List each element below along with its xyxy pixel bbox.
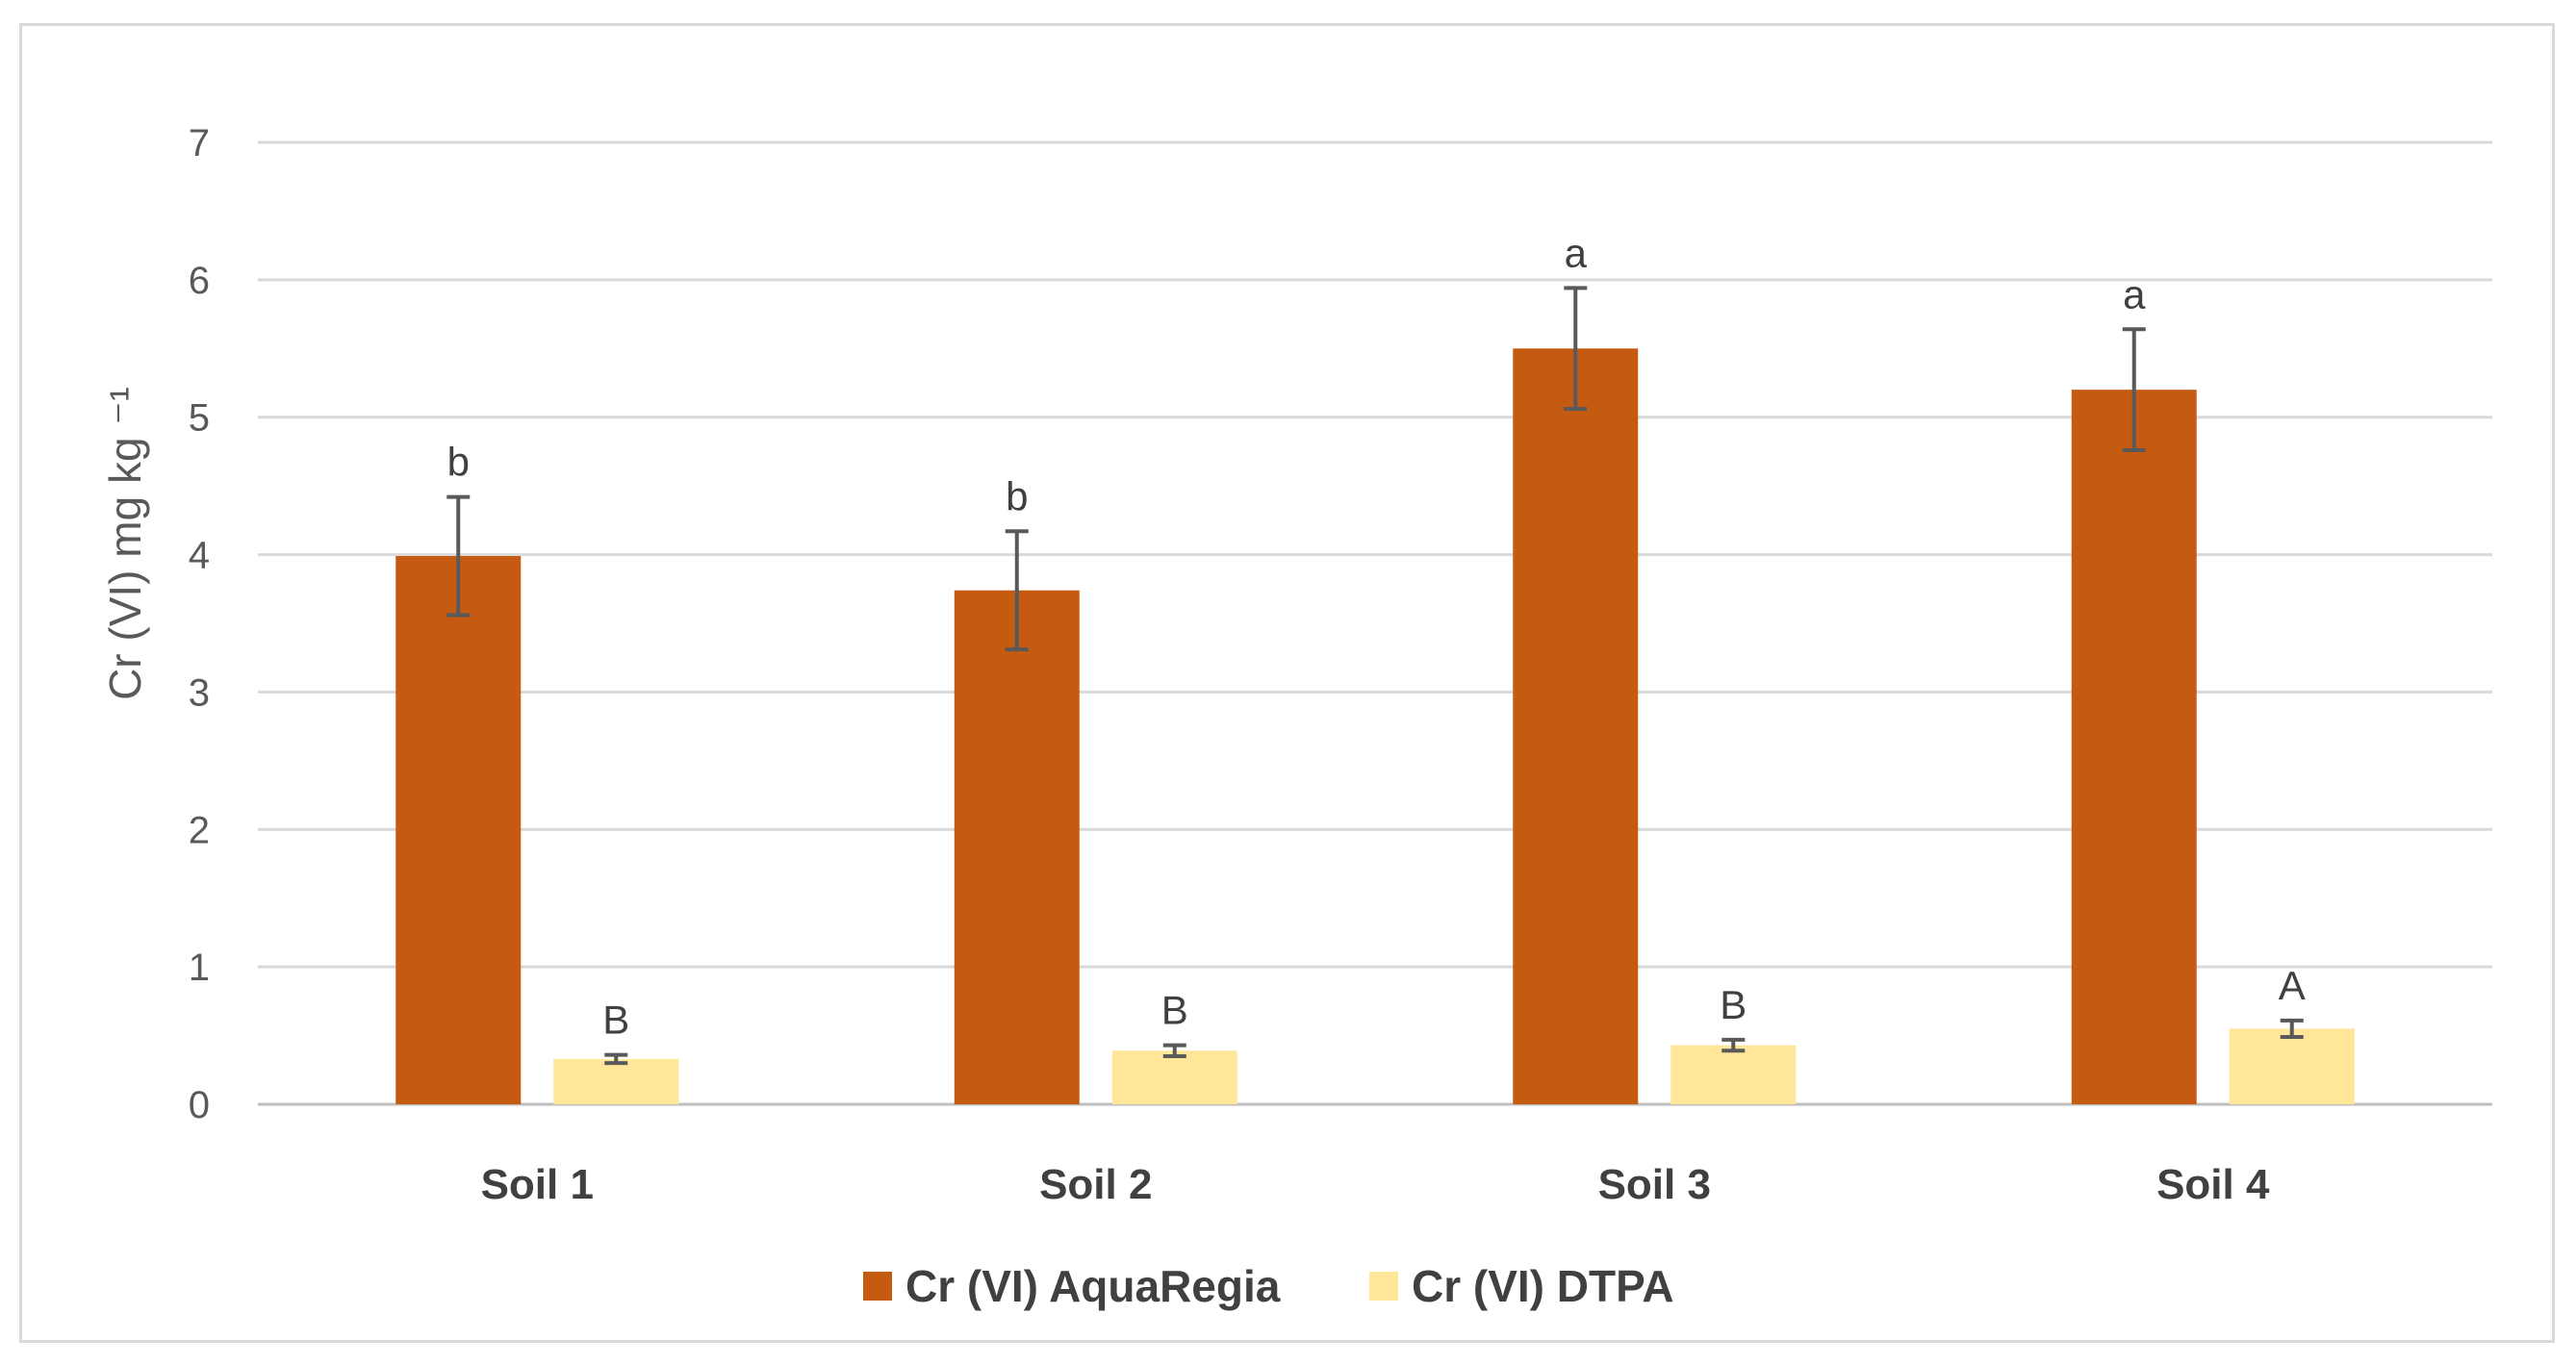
- x-category-label: Soil 4: [2156, 1161, 2270, 1208]
- legend-swatch: [863, 1272, 892, 1301]
- bar-aquaregia-2: [954, 590, 1080, 1104]
- y-tick-label: 4: [189, 535, 210, 577]
- significance-letter: b: [447, 440, 470, 485]
- significance-letter: a: [2123, 271, 2146, 316]
- bar-dtpa-3: [1671, 1045, 1797, 1104]
- labels: 0 1 2 3 4 5 6 7 b B Soil 1 b B Soil 2 a B Soil 3 a A Soil 4: [189, 122, 2306, 1208]
- y-tick-label: 5: [189, 397, 210, 440]
- significance-letter: B: [1161, 988, 1188, 1033]
- y-tick-label: 2: [189, 809, 210, 851]
- significance-letter: b: [1006, 473, 1028, 518]
- x-category-label: Soil 2: [1039, 1161, 1152, 1208]
- error-bars: [446, 286, 2304, 1066]
- y-tick-label: 1: [189, 947, 210, 989]
- significance-letter: B: [1720, 982, 1747, 1027]
- bar-aquaregia-3: [1513, 348, 1639, 1104]
- significance-letter: A: [2279, 963, 2306, 1008]
- bar-dtpa-2: [1111, 1050, 1237, 1104]
- legend-label: Cr (VI) AquaRegia: [905, 1261, 1281, 1311]
- bar-dtpa-1: [553, 1058, 679, 1104]
- bars: [395, 348, 2355, 1105]
- significance-letter: B: [602, 998, 629, 1043]
- bar-aquaregia-1: [395, 556, 522, 1104]
- legend: Cr (VI) AquaRegia Cr (VI) DTPA: [863, 1261, 1674, 1311]
- significance-letter: a: [1565, 230, 1588, 275]
- bar-aquaregia-4: [2071, 390, 2197, 1105]
- y-tick-label: 0: [189, 1084, 210, 1126]
- y-tick-label: 7: [189, 122, 210, 164]
- y-tick-label: 3: [189, 671, 210, 714]
- y-tick-label: 6: [189, 260, 210, 302]
- x-category-label: Soil 1: [481, 1161, 594, 1208]
- bar-dtpa-4: [2229, 1028, 2355, 1104]
- x-category-label: Soil 3: [1598, 1161, 1711, 1208]
- legend-swatch: [1369, 1272, 1398, 1301]
- y-axis-title: Cr (VI) mg kg ⁻¹: [100, 387, 150, 700]
- legend-label: Cr (VI) DTPA: [1412, 1261, 1674, 1311]
